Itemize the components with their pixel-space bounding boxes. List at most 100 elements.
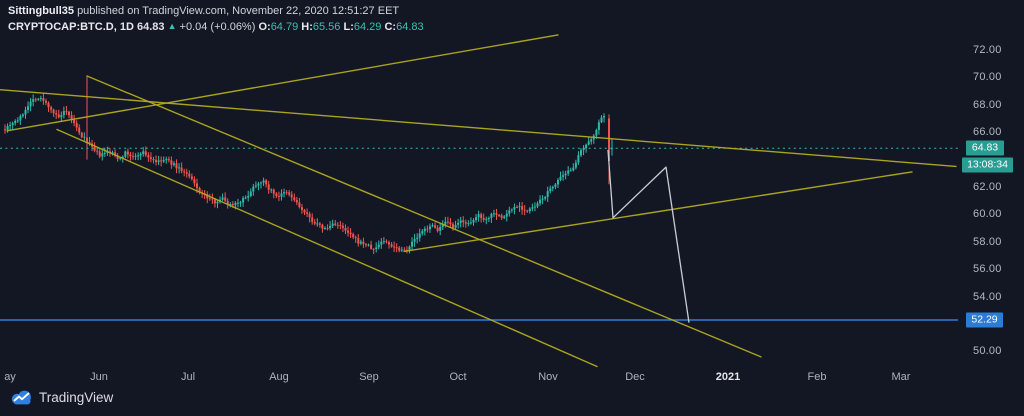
candle-body xyxy=(19,116,22,121)
candle-body xyxy=(349,232,352,235)
candle-body xyxy=(385,241,388,243)
current-price-badge: 64.83 xyxy=(966,140,1004,156)
high-label: H: xyxy=(301,21,313,33)
price-tick-label: 72.00 xyxy=(973,44,1002,56)
candle-body xyxy=(57,114,60,118)
candle-body xyxy=(390,244,393,247)
price-tick-label: 62.00 xyxy=(973,181,1002,193)
candle-body xyxy=(137,155,140,157)
candle-body xyxy=(24,109,27,115)
candle-body xyxy=(206,194,209,199)
candle-body xyxy=(288,192,291,195)
candle-body xyxy=(306,212,309,214)
candle-body xyxy=(247,196,250,198)
candle-body xyxy=(265,180,268,185)
candle-body xyxy=(480,214,483,218)
candle-body xyxy=(175,163,178,169)
candle-body xyxy=(242,198,245,203)
close-label: C: xyxy=(384,21,397,33)
candle-body xyxy=(147,155,150,158)
candle-body xyxy=(388,242,390,245)
candle-body xyxy=(126,151,129,155)
candle-body xyxy=(262,180,265,183)
candle-body xyxy=(193,179,196,184)
candle-body xyxy=(167,159,170,161)
candle-body xyxy=(516,207,518,208)
candle-body xyxy=(329,225,332,229)
candle-body xyxy=(280,193,283,197)
candle-body xyxy=(257,183,260,186)
candle-body xyxy=(518,206,521,208)
candle-body xyxy=(487,218,490,220)
descending-resistance-line[interactable] xyxy=(0,88,957,168)
symbol-title: CRYPTOCAP:BTC.D, 1D xyxy=(8,21,134,33)
candle-body xyxy=(334,223,337,225)
candle-body xyxy=(116,155,119,159)
candle-body xyxy=(86,137,88,144)
candle-body xyxy=(254,185,257,187)
candle-body xyxy=(27,106,29,110)
candle-body xyxy=(382,241,385,243)
last-price: 64.83 xyxy=(136,21,165,33)
candle-body xyxy=(103,152,106,154)
tradingview-watermark[interactable]: TradingView xyxy=(10,389,113,405)
candle-body xyxy=(32,99,35,102)
candle-body xyxy=(83,136,86,138)
candle-body xyxy=(111,152,114,154)
candle-body xyxy=(277,196,280,197)
price-scale[interactable]: 72.00 70.00 68.00 66.00 62.00 60.00 58.00 56.00… xyxy=(958,0,1024,368)
time-scale[interactable]: ay Jun Jul Aug Sep Oct Nov Dec 2021 Feb Mar xyxy=(0,368,1024,388)
candle-body xyxy=(372,248,375,250)
projected-path-drawing[interactable] xyxy=(607,149,690,323)
candle-body xyxy=(495,213,498,215)
candle-body xyxy=(500,215,503,218)
candle-body xyxy=(344,227,347,231)
candle-body xyxy=(183,171,186,173)
candle-body xyxy=(347,230,349,233)
candle-body xyxy=(39,98,42,99)
candle-body xyxy=(55,113,58,115)
candle-body xyxy=(295,200,298,203)
candle-body xyxy=(462,220,465,223)
candle-body xyxy=(526,210,529,212)
candle-body xyxy=(185,172,188,174)
close-value: 64.83 xyxy=(396,21,424,33)
time-axis-label: Dec xyxy=(625,371,645,383)
candle-body xyxy=(400,249,403,251)
candle-body xyxy=(267,184,270,190)
candle-body xyxy=(375,247,378,250)
candle-body xyxy=(572,167,575,171)
candle-body xyxy=(595,130,598,136)
symbol-status-line: CRYPTOCAP:BTC.D, 1D 64.83 ▲ +0.04 (+0.06… xyxy=(8,19,424,34)
candle-body xyxy=(569,170,572,172)
time-axis-label: Aug xyxy=(269,371,289,383)
rising-long-trendline[interactable] xyxy=(6,34,559,132)
descending-channel-lower-line[interactable] xyxy=(56,128,598,368)
candle-body xyxy=(403,249,406,251)
candle-body xyxy=(270,189,273,191)
candle-body xyxy=(162,160,165,162)
descending-channel-upper-line[interactable] xyxy=(86,75,762,358)
candle-body xyxy=(485,219,488,220)
candle-body xyxy=(119,157,122,159)
change-value: +0.04 (+0.06%) xyxy=(179,21,256,33)
candle-body xyxy=(249,191,252,196)
candle-body xyxy=(562,175,565,177)
candle-body xyxy=(213,199,216,204)
candle-body xyxy=(237,202,239,204)
candle-body xyxy=(239,202,242,204)
time-axis-label: Mar xyxy=(891,371,911,383)
candle-body xyxy=(293,197,296,200)
candle-body xyxy=(324,228,326,229)
candle-body xyxy=(6,126,9,130)
candle-body xyxy=(380,241,383,245)
candle-body xyxy=(577,155,580,163)
support-level-badge: 52.29 xyxy=(966,312,1003,328)
candle-body xyxy=(70,115,73,120)
candle-body xyxy=(160,160,163,162)
price-tick-label: 56.00 xyxy=(973,263,1002,276)
rising-support-line[interactable] xyxy=(403,171,913,253)
candle-body xyxy=(580,150,582,156)
